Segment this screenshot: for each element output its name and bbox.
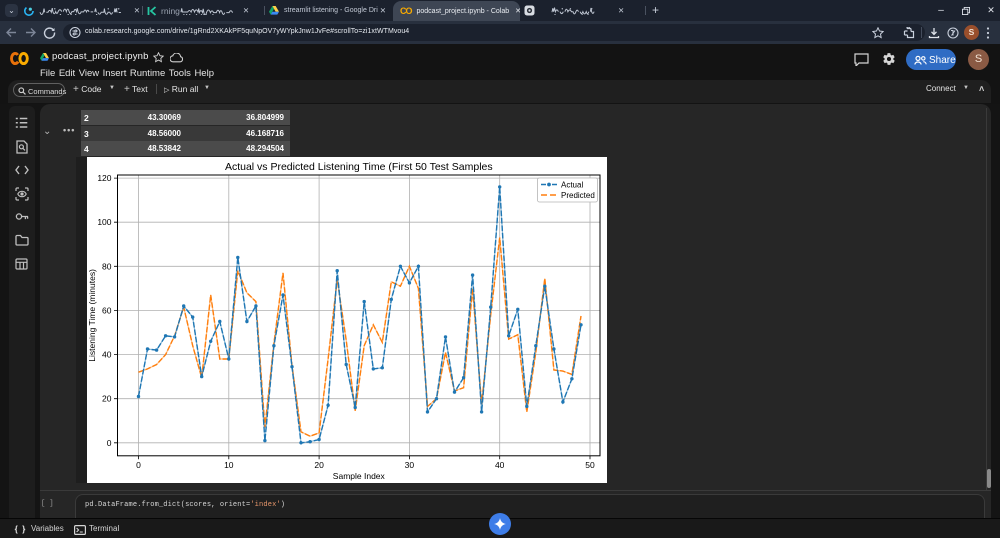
svg-text:Predicted: Predicted — [561, 191, 595, 200]
svg-text:0: 0 — [136, 460, 141, 470]
svg-text:10: 10 — [224, 460, 234, 470]
svg-text:100: 100 — [97, 217, 111, 227]
svg-text:20: 20 — [102, 394, 112, 404]
svg-text:60: 60 — [102, 305, 112, 315]
svg-text:50: 50 — [585, 460, 595, 470]
svg-text:30: 30 — [404, 460, 414, 470]
svg-text:Actual: Actual — [561, 181, 583, 190]
svg-text:Sample Index: Sample Index — [332, 471, 385, 481]
svg-text:Listening Time (minutes): Listening Time (minutes) — [87, 269, 97, 362]
svg-text:40: 40 — [102, 350, 112, 360]
svg-text:120: 120 — [97, 173, 111, 183]
svg-text:20: 20 — [314, 460, 324, 470]
svg-text:Actual vs Predicted Listening: Actual vs Predicted Listening Time (Firs… — [224, 161, 492, 173]
svg-text:40: 40 — [494, 460, 504, 470]
svg-text:80: 80 — [102, 261, 112, 271]
svg-text:0: 0 — [106, 438, 111, 448]
